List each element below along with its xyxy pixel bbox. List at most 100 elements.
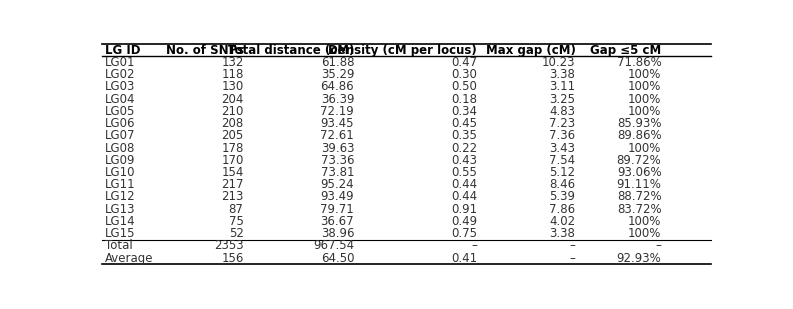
Text: 213: 213 — [221, 190, 243, 203]
Text: 132: 132 — [221, 56, 243, 69]
Text: 10.23: 10.23 — [542, 56, 576, 69]
Text: 79.71: 79.71 — [320, 203, 354, 216]
Text: 0.50: 0.50 — [451, 80, 477, 94]
Text: 38.96: 38.96 — [320, 227, 354, 240]
Text: 217: 217 — [221, 178, 243, 191]
Text: LG01: LG01 — [105, 56, 136, 69]
Text: LG04: LG04 — [105, 93, 136, 106]
Text: 7.54: 7.54 — [550, 154, 576, 167]
Text: 100%: 100% — [628, 215, 661, 228]
Text: LG08: LG08 — [105, 142, 136, 154]
Text: 35.29: 35.29 — [320, 68, 354, 81]
Text: 89.72%: 89.72% — [617, 154, 661, 167]
Text: 210: 210 — [221, 105, 243, 118]
Text: 64.50: 64.50 — [320, 252, 354, 265]
Text: 73.36: 73.36 — [320, 154, 354, 167]
Text: 8.46: 8.46 — [550, 178, 576, 191]
Text: 0.75: 0.75 — [451, 227, 477, 240]
Text: 93.49: 93.49 — [320, 190, 354, 203]
Text: 0.34: 0.34 — [451, 105, 477, 118]
Text: Max gap (cM): Max gap (cM) — [485, 44, 576, 57]
Text: 0.30: 0.30 — [451, 68, 477, 81]
Text: 0.43: 0.43 — [451, 154, 477, 167]
Text: 154: 154 — [221, 166, 243, 179]
Text: 61.88: 61.88 — [320, 56, 354, 69]
Text: 100%: 100% — [628, 142, 661, 154]
Text: 0.91: 0.91 — [451, 203, 477, 216]
Text: 0.55: 0.55 — [451, 166, 477, 179]
Text: LG14: LG14 — [105, 215, 136, 228]
Text: 0.44: 0.44 — [451, 178, 477, 191]
Text: 100%: 100% — [628, 227, 661, 240]
Text: 71.86%: 71.86% — [617, 56, 661, 69]
Text: 7.23: 7.23 — [550, 117, 576, 130]
Text: 64.86: 64.86 — [320, 80, 354, 94]
Text: LG05: LG05 — [105, 105, 136, 118]
Text: 0.22: 0.22 — [451, 142, 477, 154]
Text: 2353: 2353 — [214, 239, 243, 252]
Text: –: – — [569, 252, 576, 265]
Text: LG02: LG02 — [105, 68, 136, 81]
Text: 208: 208 — [221, 117, 243, 130]
Text: 85.93%: 85.93% — [617, 117, 661, 130]
Text: 75: 75 — [228, 215, 243, 228]
Text: –: – — [569, 239, 576, 252]
Text: 92.93%: 92.93% — [617, 252, 661, 265]
Text: 204: 204 — [221, 93, 243, 106]
Text: 0.35: 0.35 — [451, 129, 477, 142]
Text: –: – — [471, 239, 477, 252]
Text: LG09: LG09 — [105, 154, 136, 167]
Text: 130: 130 — [221, 80, 243, 94]
Text: –: – — [656, 239, 661, 252]
Text: 93.45: 93.45 — [320, 117, 354, 130]
Text: 0.47: 0.47 — [451, 56, 477, 69]
Text: LG ID: LG ID — [105, 44, 141, 57]
Text: 87: 87 — [228, 203, 243, 216]
Text: Average: Average — [105, 252, 154, 265]
Text: 156: 156 — [221, 252, 243, 265]
Text: 3.38: 3.38 — [550, 68, 576, 81]
Text: 89.86%: 89.86% — [617, 129, 661, 142]
Text: 0.41: 0.41 — [451, 252, 477, 265]
Text: Gap ≤5 cM: Gap ≤5 cM — [590, 44, 661, 57]
Text: 91.11%: 91.11% — [617, 178, 661, 191]
Text: LG07: LG07 — [105, 129, 136, 142]
Text: 100%: 100% — [628, 93, 661, 106]
Text: 4.02: 4.02 — [550, 215, 576, 228]
Text: No. of SNPs: No. of SNPs — [166, 44, 243, 57]
Text: 7.86: 7.86 — [550, 203, 576, 216]
Text: 100%: 100% — [628, 105, 661, 118]
Text: LG13: LG13 — [105, 203, 136, 216]
Text: LG10: LG10 — [105, 166, 136, 179]
Text: LG15: LG15 — [105, 227, 136, 240]
Text: LG06: LG06 — [105, 117, 136, 130]
Text: 3.43: 3.43 — [550, 142, 576, 154]
Text: 967.54: 967.54 — [313, 239, 354, 252]
Text: 72.19: 72.19 — [320, 105, 354, 118]
Text: 7.36: 7.36 — [550, 129, 576, 142]
Text: 178: 178 — [221, 142, 243, 154]
Text: LG12: LG12 — [105, 190, 136, 203]
Text: 88.72%: 88.72% — [617, 190, 661, 203]
Text: 0.44: 0.44 — [451, 190, 477, 203]
Text: LG11: LG11 — [105, 178, 136, 191]
Text: 83.72%: 83.72% — [617, 203, 661, 216]
Text: 95.24: 95.24 — [320, 178, 354, 191]
Text: 170: 170 — [221, 154, 243, 167]
Text: 0.49: 0.49 — [451, 215, 477, 228]
Text: Total distance (cM): Total distance (cM) — [228, 44, 354, 57]
Text: 0.45: 0.45 — [451, 117, 477, 130]
Text: 100%: 100% — [628, 80, 661, 94]
Text: Total: Total — [105, 239, 133, 252]
Text: 118: 118 — [221, 68, 243, 81]
Text: 4.83: 4.83 — [550, 105, 576, 118]
Text: Density (cM per locus): Density (cM per locus) — [328, 44, 477, 57]
Text: 72.61: 72.61 — [320, 129, 354, 142]
Text: 0.18: 0.18 — [451, 93, 477, 106]
Text: 39.63: 39.63 — [320, 142, 354, 154]
Text: 93.06%: 93.06% — [617, 166, 661, 179]
Text: 52: 52 — [228, 227, 243, 240]
Text: 205: 205 — [221, 129, 243, 142]
Text: 5.12: 5.12 — [550, 166, 576, 179]
Text: 3.11: 3.11 — [550, 80, 576, 94]
